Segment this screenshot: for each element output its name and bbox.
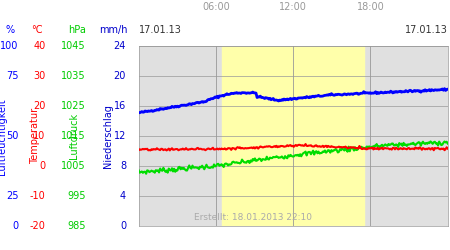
- Text: 1035: 1035: [61, 71, 86, 81]
- Text: 10: 10: [33, 131, 45, 141]
- Text: 06:00: 06:00: [202, 2, 230, 12]
- Bar: [222, 46, 364, 226]
- Text: 20: 20: [114, 71, 126, 81]
- Text: 1025: 1025: [61, 101, 86, 111]
- Text: Erstellt: 18.01.2013 22:10: Erstellt: 18.01.2013 22:10: [194, 213, 312, 222]
- Text: 50: 50: [6, 131, 18, 141]
- Text: -10: -10: [30, 191, 45, 201]
- Text: -20: -20: [30, 221, 45, 231]
- Text: hPa: hPa: [68, 25, 86, 35]
- Text: 24: 24: [114, 41, 126, 51]
- Text: 1015: 1015: [61, 131, 86, 141]
- Text: Luftfeuchtigkeit: Luftfeuchtigkeit: [0, 98, 7, 174]
- Text: Luftdruck: Luftdruck: [69, 113, 79, 159]
- Text: 12:00: 12:00: [279, 2, 307, 12]
- Text: 17.01.13: 17.01.13: [405, 25, 448, 35]
- Text: 18:00: 18:00: [356, 2, 384, 12]
- Text: mm/h: mm/h: [99, 25, 128, 35]
- Text: 30: 30: [33, 71, 45, 81]
- Text: 1045: 1045: [61, 41, 86, 51]
- Text: 12: 12: [114, 131, 126, 141]
- Text: 4: 4: [120, 191, 126, 201]
- Text: 20: 20: [33, 101, 45, 111]
- Text: 995: 995: [68, 191, 86, 201]
- Text: Niederschlag: Niederschlag: [103, 104, 113, 168]
- Text: 1005: 1005: [61, 161, 86, 171]
- Text: 0: 0: [39, 161, 45, 171]
- Text: %: %: [6, 25, 15, 35]
- Text: 17.01.13: 17.01.13: [139, 25, 181, 35]
- Text: 16: 16: [114, 101, 126, 111]
- Text: 8: 8: [120, 161, 126, 171]
- Text: Temperatur: Temperatur: [30, 108, 40, 164]
- Text: 0: 0: [12, 221, 18, 231]
- Text: 75: 75: [6, 71, 18, 81]
- Text: 40: 40: [33, 41, 45, 51]
- Text: 100: 100: [0, 41, 18, 51]
- Text: 0: 0: [120, 221, 126, 231]
- Text: 985: 985: [68, 221, 86, 231]
- Text: 25: 25: [6, 191, 18, 201]
- Text: °C: °C: [32, 25, 43, 35]
